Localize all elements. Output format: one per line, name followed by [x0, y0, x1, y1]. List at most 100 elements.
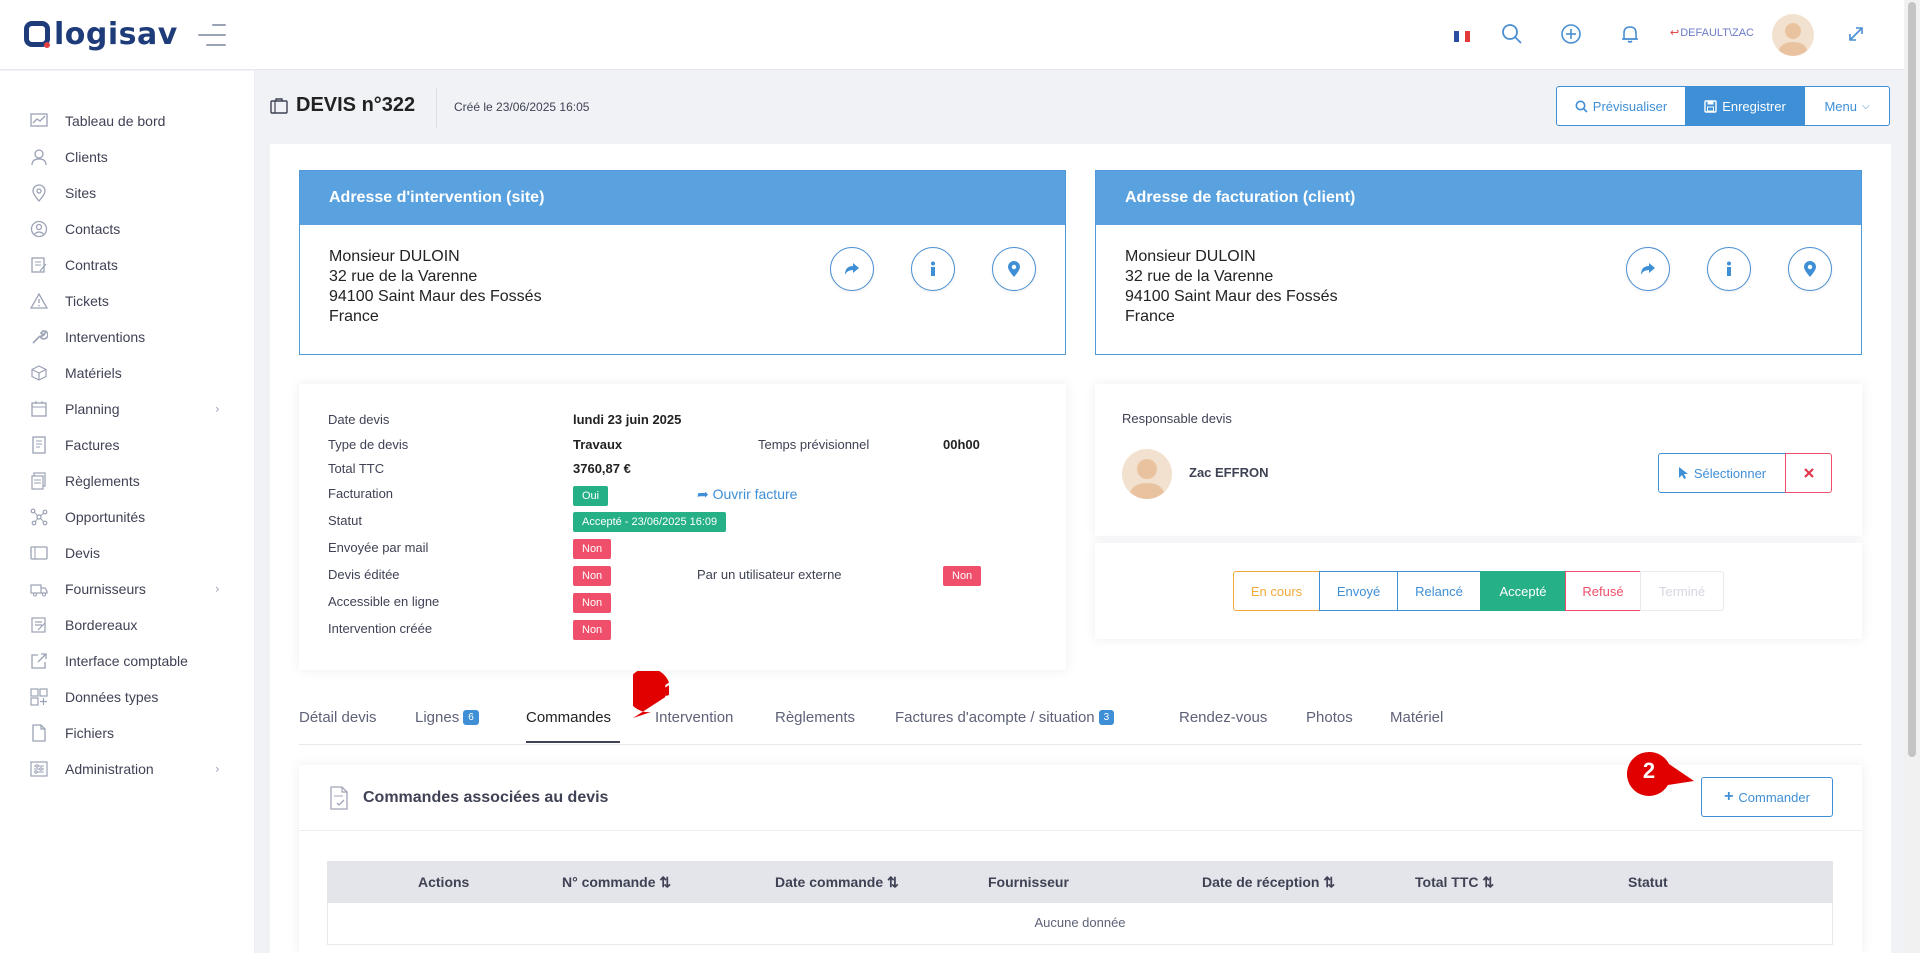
column-header: Fournisseur [988, 874, 1069, 890]
step-marker: 1 [633, 671, 693, 718]
tab-commandes[interactable]: Commandes [526, 709, 612, 726]
sidebar-item-label: Fournisseurs [65, 581, 146, 597]
avatar[interactable] [1772, 14, 1814, 56]
tab-intervention[interactable]: Intervention [655, 709, 734, 726]
sidebar-item-materiels[interactable]: Matériels [0, 355, 255, 391]
user-switch-label[interactable]: ↩DEFAULT\ZAC [1670, 26, 1754, 39]
chevron-right-icon: › [215, 762, 220, 776]
count-badge: 6 [463, 710, 479, 725]
address-line: Monsieur DULOIN [329, 248, 460, 265]
scrollbar-thumb[interactable] [1908, 2, 1916, 757]
map-pin-icon[interactable] [992, 247, 1036, 291]
preview-button[interactable]: Prévisualiser [1556, 86, 1686, 126]
status-relance-button[interactable]: Relancé [1397, 571, 1481, 611]
sidebar-item-fournisseurs[interactable]: Fournisseurs › [0, 571, 255, 607]
sidebar-item-label: Tickets [65, 293, 109, 309]
billing-label: Facturation [328, 486, 394, 501]
status-envoye-button[interactable]: Envoyé [1319, 571, 1398, 611]
count-badge: 3 [1098, 710, 1115, 725]
orders-title: Commandes associées au devis [363, 789, 609, 806]
info-icon[interactable] [1707, 247, 1751, 291]
share-icon[interactable] [1626, 247, 1670, 291]
scrollbar[interactable] [1904, 0, 1920, 953]
briefcase-icon [270, 98, 288, 114]
tab-rendez-vous[interactable]: Rendez-vous [1179, 709, 1268, 726]
empty-table-message: Aucune donnée [327, 903, 1833, 945]
contract-icon [31, 257, 47, 273]
sidebar-item-interface-comptable[interactable]: Interface comptable [0, 643, 255, 679]
column-header[interactable]: Date commande ⇅ [775, 874, 899, 891]
online-label: Accessible en ligne [328, 594, 440, 609]
mail-badge: Non [573, 539, 612, 559]
sidebar-item-tickets[interactable]: Tickets [0, 283, 255, 319]
status-refuse-button[interactable]: Refusé [1565, 571, 1641, 611]
dashboard-icon [30, 113, 48, 127]
card-title: Adresse de facturation (client) [1096, 171, 1861, 225]
share-icon[interactable] [830, 247, 874, 291]
sidebar-item-factures[interactable]: Factures [0, 427, 255, 463]
chevron-right-icon: › [215, 582, 220, 596]
select-button[interactable]: Sélectionner [1658, 453, 1786, 493]
map-pin-icon[interactable] [1788, 247, 1832, 291]
return-arrow-icon: ↩ [1670, 27, 1680, 39]
sidebar-item-label: Sites [65, 185, 97, 201]
remove-button[interactable] [1785, 453, 1832, 493]
tab-materiel[interactable]: Matériel [1390, 709, 1444, 726]
logo-text: logisav [54, 16, 178, 52]
sidebar-item-clients[interactable]: Clients [0, 139, 255, 175]
data-types-icon [30, 688, 48, 706]
intervention-address-card: Adresse d'intervention (site) Monsieur D… [299, 170, 1066, 355]
sidebar-item-reglements[interactable]: Règlements [0, 463, 255, 499]
tab-factures-acompte[interactable]: Factures d'acompte / situation 3 [895, 709, 1115, 726]
address-lines: Monsieur DULOIN 32 rue de la Varenne 941… [329, 247, 542, 327]
status-accepte-button[interactable]: Accepté [1480, 571, 1566, 611]
column-header[interactable]: Total TTC ⇅ [1415, 874, 1494, 891]
sidebar-item-donnees-types[interactable]: Données types [0, 679, 255, 715]
sidebar-item-fichiers[interactable]: Fichiers [0, 715, 255, 751]
sidebar-item-sites[interactable]: Sites [0, 175, 255, 211]
tab-lignes[interactable]: Lignes 6 [415, 709, 479, 726]
menu-toggle-icon[interactable] [198, 24, 226, 46]
cursor-icon [1678, 467, 1688, 479]
tab-reglements[interactable]: Règlements [775, 709, 856, 726]
edited-label: Devis éditée [328, 567, 400, 582]
bell-icon[interactable] [1616, 20, 1644, 48]
address-line: 32 rue de la Varenne [329, 268, 478, 285]
sidebar-item-label: Contacts [65, 221, 121, 237]
sidebar-item-opportunites[interactable]: Opportunités [0, 499, 255, 535]
open-invoice-link[interactable]: ➦ Ouvrir facture [697, 486, 797, 503]
info-icon[interactable] [911, 247, 955, 291]
sidebar-item-bordereaux[interactable]: Bordereaux [0, 607, 255, 643]
expand-icon[interactable] [1842, 20, 1870, 48]
search-icon[interactable] [1498, 20, 1526, 48]
order-button[interactable]: + Commander [1701, 777, 1833, 817]
sidebar-item-devis[interactable]: Devis [0, 535, 255, 571]
sidebar-item-planning[interactable]: Planning › [0, 391, 255, 427]
save-button[interactable]: Enregistrer [1686, 86, 1804, 126]
column-header[interactable]: N° commande ⇅ [562, 874, 671, 891]
sidebar-item-administration[interactable]: Administration › [0, 751, 255, 787]
tab-photos[interactable]: Photos [1306, 709, 1353, 726]
tab-detail-devis[interactable]: Détail devis [299, 709, 377, 726]
tab-bar: Détail devis Lignes 6 Commandes Intervent… [299, 705, 1862, 745]
plus-icon: + [1724, 788, 1734, 805]
sidebar-item-contacts[interactable]: Contacts [0, 211, 255, 247]
logo[interactable]: logisav [24, 14, 178, 54]
status-termine-button[interactable]: Terminé [1640, 571, 1724, 611]
flag-fr-icon[interactable] [1454, 31, 1470, 42]
status-en-cours-button[interactable]: En cours [1233, 571, 1320, 611]
menu-button[interactable]: Menu ⌵ [1804, 86, 1890, 126]
sidebar-item-label: Règlements [65, 473, 140, 489]
sidebar-item-contrats[interactable]: Contrats [0, 247, 255, 283]
slips-icon [31, 617, 46, 633]
add-circle-icon[interactable] [1557, 20, 1585, 48]
warning-icon [30, 292, 48, 309]
external-badge: Non [943, 566, 982, 586]
sidebar-item-dashboard[interactable]: Tableau de bord [0, 103, 255, 139]
sidebar-item-label: Matériels [65, 365, 122, 381]
tab-label: Lignes [415, 709, 460, 726]
column-header[interactable]: Date de réception ⇅ [1202, 874, 1335, 891]
sidebar-item-interventions[interactable]: Interventions [0, 319, 255, 355]
chevron-right-icon: › [215, 402, 220, 416]
total-value: 3760,87 € [573, 461, 631, 476]
